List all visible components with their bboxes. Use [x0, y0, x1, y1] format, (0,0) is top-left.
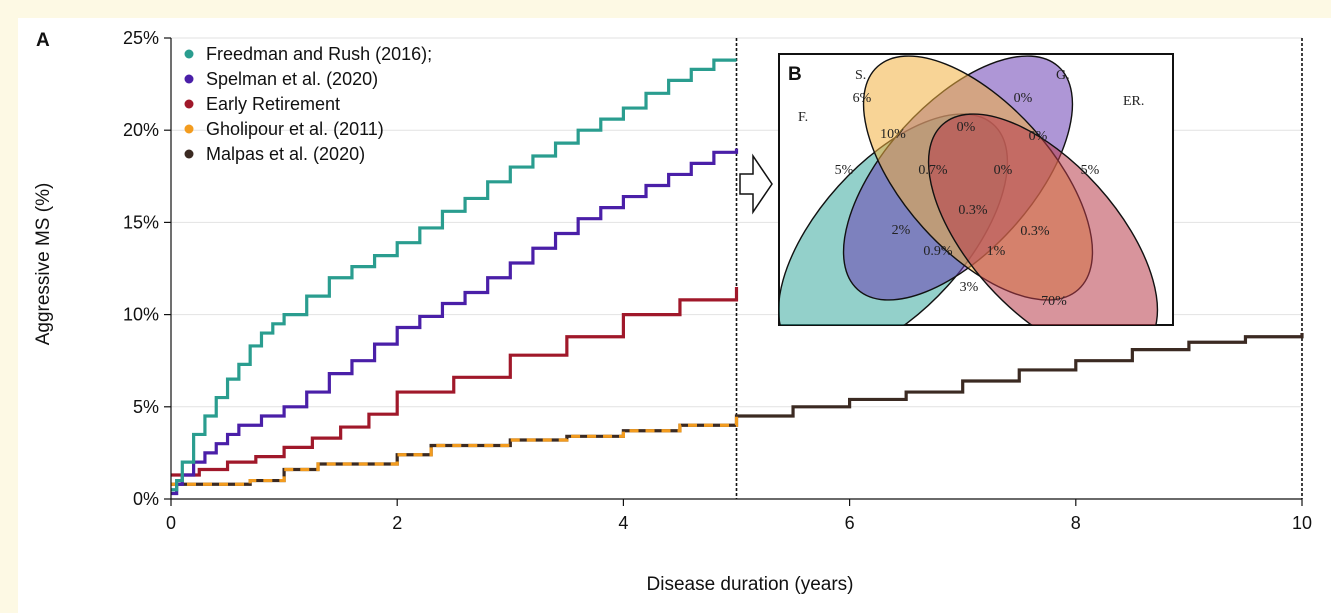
panel-label-b: B [788, 64, 802, 85]
venn-region-values: 6% 0% 5% 5% 10% 0% 0% 0.7% 0% 0.3% 2% 0.3% 0.9% 1% 3% 7… [835, 91, 1100, 309]
y-tick-label: 20% [123, 120, 159, 140]
legend-label: Malpas et al. (2020) [206, 144, 365, 164]
series-line-0 [171, 58, 737, 492]
y-tick-label: 5% [133, 397, 159, 417]
x-axis-label: Disease duration (years) [647, 574, 854, 595]
series-line-1 [171, 148, 739, 496]
venn-region-value: 0.7% [918, 163, 948, 178]
venn-region-value: 10% [880, 127, 906, 142]
venn-diagram: B F. S. G. ER. 6% 0% 5% 5% 10% 0% 0% 0.7% 0% 0.3%… [778, 53, 1174, 326]
y-tick-label: 10% [123, 305, 159, 325]
venn-ellipse-er [927, 113, 1159, 325]
legend-label: Freedman and Rush (2016); [206, 44, 432, 64]
venn-region-value: 0.9% [923, 244, 953, 259]
legend-marker [184, 149, 194, 159]
venn-region-value: 1% [987, 244, 1006, 259]
venn-region-value: 70% [1041, 294, 1067, 309]
y-ticks: 0% 5% 10% 15% 20% 25% [123, 28, 171, 509]
y-tick-label: 0% [133, 489, 159, 509]
x-tick-label: 8 [1071, 513, 1081, 533]
legend-marker [184, 74, 194, 84]
series-lines [171, 58, 1304, 496]
x-tick-label: 2 [392, 513, 402, 533]
reference-lines [735, 38, 1303, 499]
venn-region-value: 6% [853, 91, 872, 106]
y-axis-label: Aggressive MS (%) [33, 183, 54, 346]
venn-set-label-s: S. [855, 68, 866, 83]
venn-region-value: 5% [1081, 163, 1100, 178]
legend: Freedman and Rush (2016); Spelman et al. … [184, 44, 432, 164]
x-tick-label: 4 [618, 513, 628, 533]
venn-region-value: 0% [994, 163, 1013, 178]
x-tick-label: 0 [166, 513, 176, 533]
venn-region-value: 0% [957, 120, 976, 135]
venn-region-value: 5% [835, 163, 854, 178]
venn-region-value: 3% [960, 280, 979, 295]
y-tick-label: 25% [123, 28, 159, 48]
legend-marker [184, 124, 194, 134]
legend-marker [184, 99, 194, 109]
x-tick-label: 6 [845, 513, 855, 533]
legend-marker [184, 49, 194, 59]
legend-label: Spelman et al. (2020) [206, 69, 378, 89]
x-tick-label: 10 [1292, 513, 1312, 533]
series-line-4 [171, 333, 1304, 486]
venn-region-value: 2% [892, 223, 911, 238]
figure: A 0% 5% 10% 15% 20% 25% 0 2 4 6 8 10 Aggressive MS… [33, 28, 1312, 595]
venn-region-value: 0% [1014, 91, 1033, 106]
venn-region-value: 0.3% [958, 203, 988, 218]
legend-label: Gholipour et al. (2011) [206, 119, 384, 139]
series-line-2 [171, 286, 739, 477]
figure-frame: A 0% 5% 10% 15% 20% 25% 0 2 4 6 8 10 Aggressive MS… [18, 18, 1331, 613]
legend-label: Early Retirement [206, 94, 340, 114]
x-ticks: 0 2 4 6 8 10 [166, 499, 1312, 533]
arrow-icon [739, 153, 773, 215]
venn-region-value: 0.3% [1020, 224, 1050, 239]
venn-set-label-f: F. [798, 110, 808, 125]
series-line-3 [171, 416, 739, 486]
venn-set-label-g: G. [1056, 68, 1070, 83]
panel-label-a: A [36, 30, 50, 51]
y-tick-label: 15% [123, 212, 159, 232]
venn-set-label-er: ER. [1123, 94, 1144, 109]
venn-region-value: 0% [1029, 129, 1048, 144]
